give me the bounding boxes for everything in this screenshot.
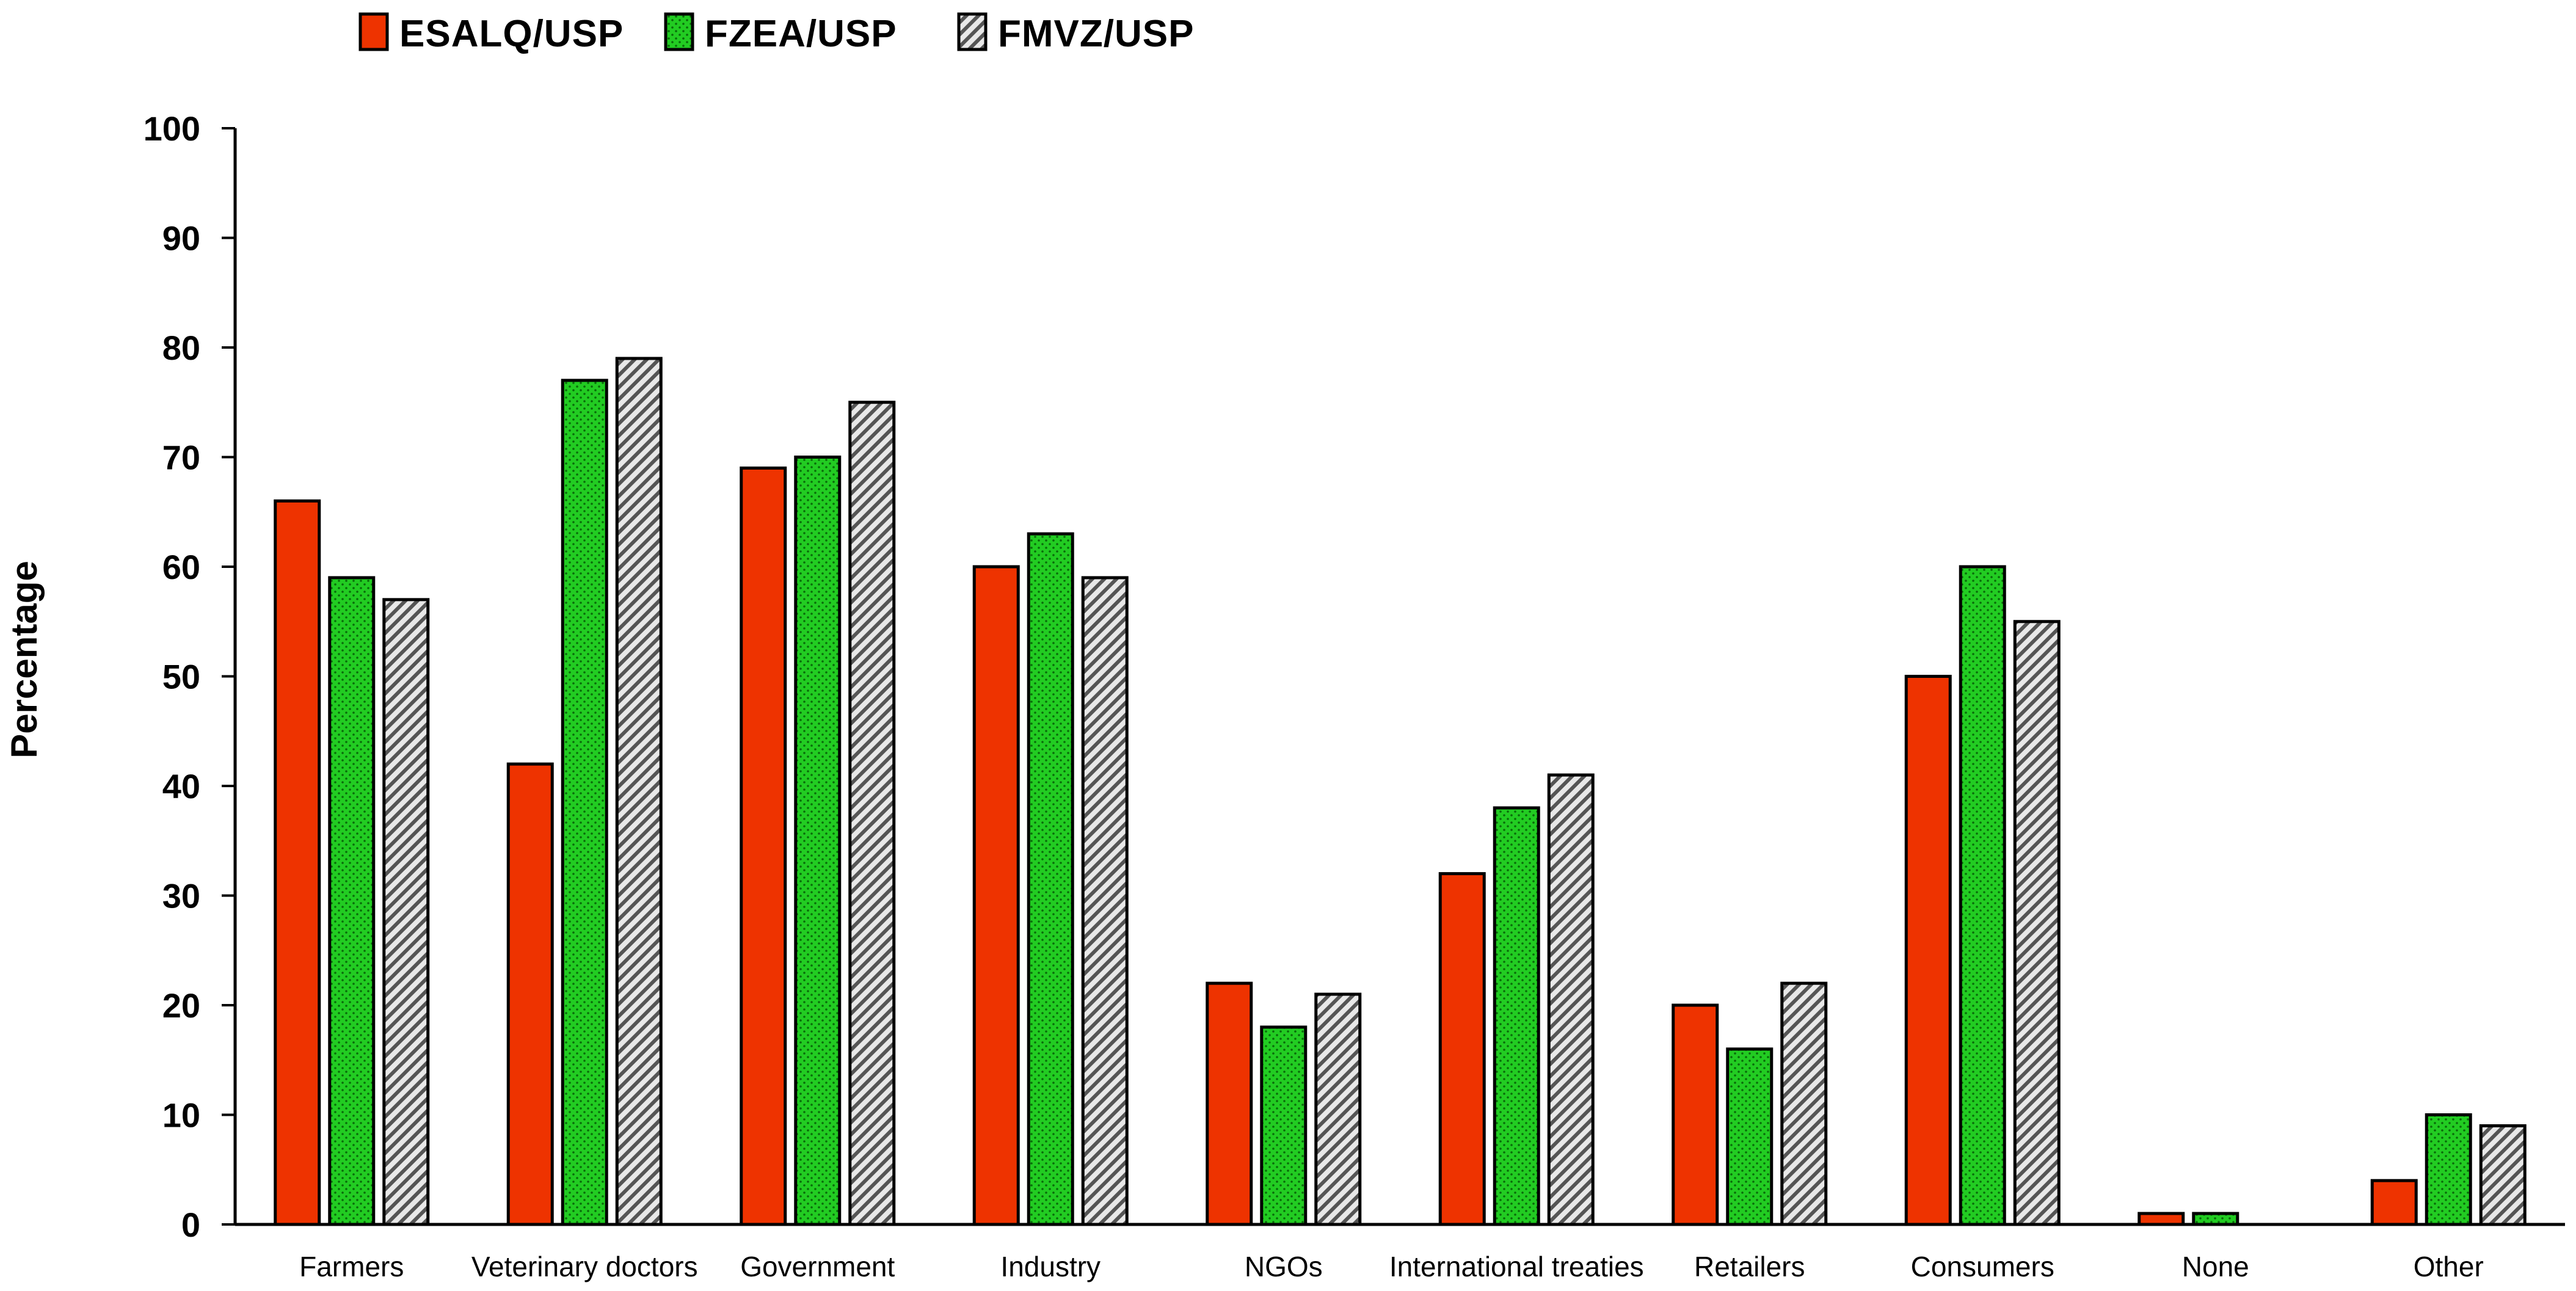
- y-tick-label: 80: [162, 329, 200, 367]
- y-axis-label: Percentage: [4, 561, 45, 758]
- legend-label: FMVZ/USP: [998, 13, 1194, 55]
- y-tick-label: 10: [162, 1096, 200, 1135]
- legend: ESALQ/USP FZEA/USP FMVZ/USP: [358, 12, 1194, 55]
- legend-swatch: [957, 12, 988, 51]
- y-tick-label: 90: [162, 219, 200, 258]
- bar-fzea-usp: [561, 379, 608, 1226]
- bar-fmvz-usp: [1780, 981, 1828, 1226]
- x-category-label: Veterinary doctors: [471, 1251, 698, 1282]
- bar-fmvz-usp: [382, 598, 430, 1226]
- y-tick-label: 70: [162, 438, 200, 477]
- bar-esalq-usp: [506, 762, 554, 1226]
- y-tick-label: 50: [162, 658, 200, 696]
- bar-fmvz-usp: [2479, 1124, 2527, 1226]
- bar-esalq-usp: [2370, 1179, 2418, 1226]
- bar-fzea-usp: [1027, 532, 1074, 1226]
- y-tick-label: 0: [181, 1206, 200, 1244]
- y-tick-label: 20: [162, 986, 200, 1025]
- bar-esalq-usp: [740, 466, 787, 1226]
- bar-fzea-usp: [1959, 565, 2006, 1226]
- bar-esalq-usp: [1438, 872, 1486, 1226]
- bar-fmvz-usp: [2013, 620, 2061, 1226]
- bar-fzea-usp: [2192, 1212, 2239, 1226]
- x-category-label: Retailers: [1694, 1251, 1805, 1282]
- legend-label: ESALQ/USP: [399, 13, 624, 55]
- bar-fmvz-usp: [1081, 576, 1129, 1226]
- bar-fmvz-usp: [1314, 992, 1362, 1226]
- x-category-label: Other: [2414, 1251, 2484, 1282]
- bar-fmvz-usp: [615, 357, 663, 1226]
- bar-fzea-usp: [328, 576, 376, 1226]
- x-category-label: Government: [740, 1251, 895, 1282]
- legend-swatch: [358, 12, 389, 51]
- bar-esalq-usp: [1904, 675, 1952, 1226]
- legend-label: FZEA/USP: [705, 13, 897, 55]
- y-tick-label: 100: [144, 109, 200, 148]
- x-category-label: None: [2182, 1251, 2249, 1282]
- bar-fmvz-usp: [848, 401, 896, 1226]
- bar-esalq-usp: [1672, 1003, 1719, 1226]
- y-tick-label: 60: [162, 548, 200, 586]
- bar-esalq-usp: [1206, 981, 1253, 1226]
- bar-fzea-usp: [2425, 1113, 2472, 1226]
- bar-fzea-usp: [1493, 806, 1540, 1226]
- x-category-label: Industry: [1000, 1251, 1101, 1282]
- y-tick-label: 40: [162, 767, 200, 806]
- bar-esalq-usp: [2138, 1212, 2185, 1226]
- bar-fzea-usp: [794, 456, 842, 1226]
- bar-esalq-usp: [274, 499, 321, 1226]
- bar-fmvz-usp: [1547, 773, 1595, 1226]
- x-category-label: Consumers: [1911, 1251, 2054, 1282]
- bar-fzea-usp: [1726, 1047, 1774, 1226]
- legend-swatch: [664, 12, 694, 51]
- bar-esalq-usp: [972, 565, 1020, 1226]
- x-category-label: NGOs: [1245, 1251, 1323, 1282]
- y-tick-label: 30: [162, 877, 200, 915]
- x-category-label: International treaties: [1389, 1251, 1644, 1282]
- bars: Farmers Veterinary doctors Government Indus…: [274, 357, 2527, 1282]
- x-category-label: Farmers: [299, 1251, 404, 1282]
- bar-fzea-usp: [1260, 1025, 1308, 1226]
